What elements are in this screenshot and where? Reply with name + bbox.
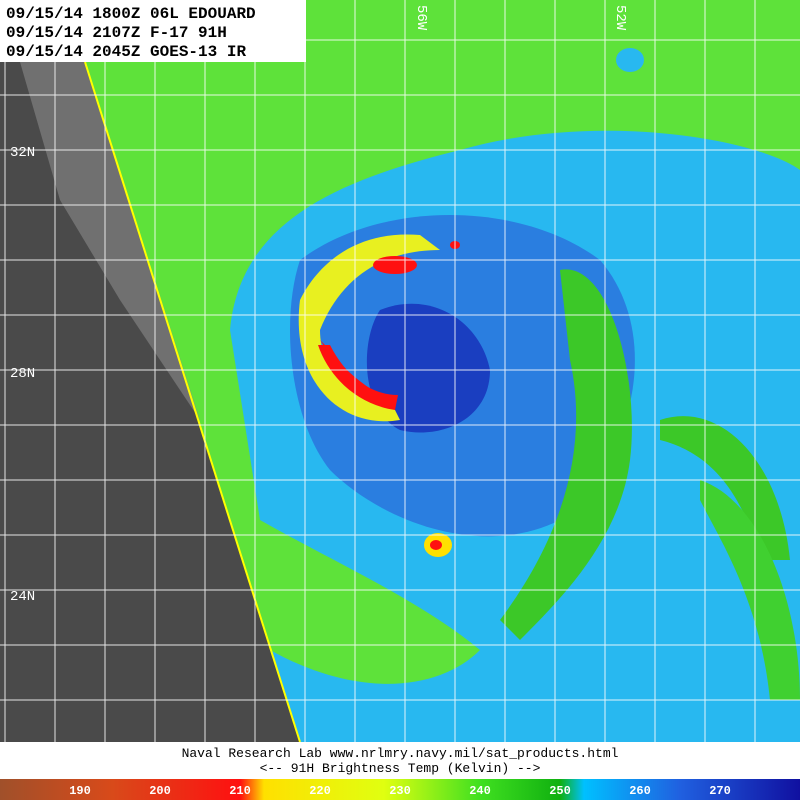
colorbar-label: 210: [229, 784, 251, 798]
longitude-label: 52W: [612, 5, 628, 31]
latitude-label: 28N: [10, 366, 35, 382]
colorbar-label: 190: [69, 784, 91, 798]
footer-line: <-- 91H Brightness Temp (Kelvin) -->: [260, 761, 541, 776]
colorbar-label: 230: [389, 784, 411, 798]
header-line: 09/15/14 2107Z F-17 91H: [6, 24, 227, 42]
latitude-label: 32N: [10, 145, 35, 161]
colorbar-label: 220: [309, 784, 331, 798]
colorbar: [0, 779, 800, 800]
colorbar-labels: 190 200 210 220 230 240 250 260 270: [69, 784, 731, 798]
header-line: 09/15/14 2045Z GOES-13 IR: [6, 43, 246, 61]
colorbar-label: 240: [469, 784, 491, 798]
header-line: 09/15/14 1800Z 06L EDOUARD: [6, 5, 256, 23]
header-box: [0, 0, 306, 62]
footer-line: Naval Research Lab www.nrlmry.navy.mil/s…: [182, 746, 619, 761]
imagery: [0, 0, 800, 743]
colorbar-label: 200: [149, 784, 171, 798]
longitude-label: 56W: [413, 5, 429, 31]
latitude-label: 24N: [10, 589, 35, 605]
colorbar-label: 260: [629, 784, 651, 798]
colorbar-label: 270: [709, 784, 731, 798]
colorbar-label: 250: [549, 784, 571, 798]
lat-lon-grid: [0, 0, 800, 742]
